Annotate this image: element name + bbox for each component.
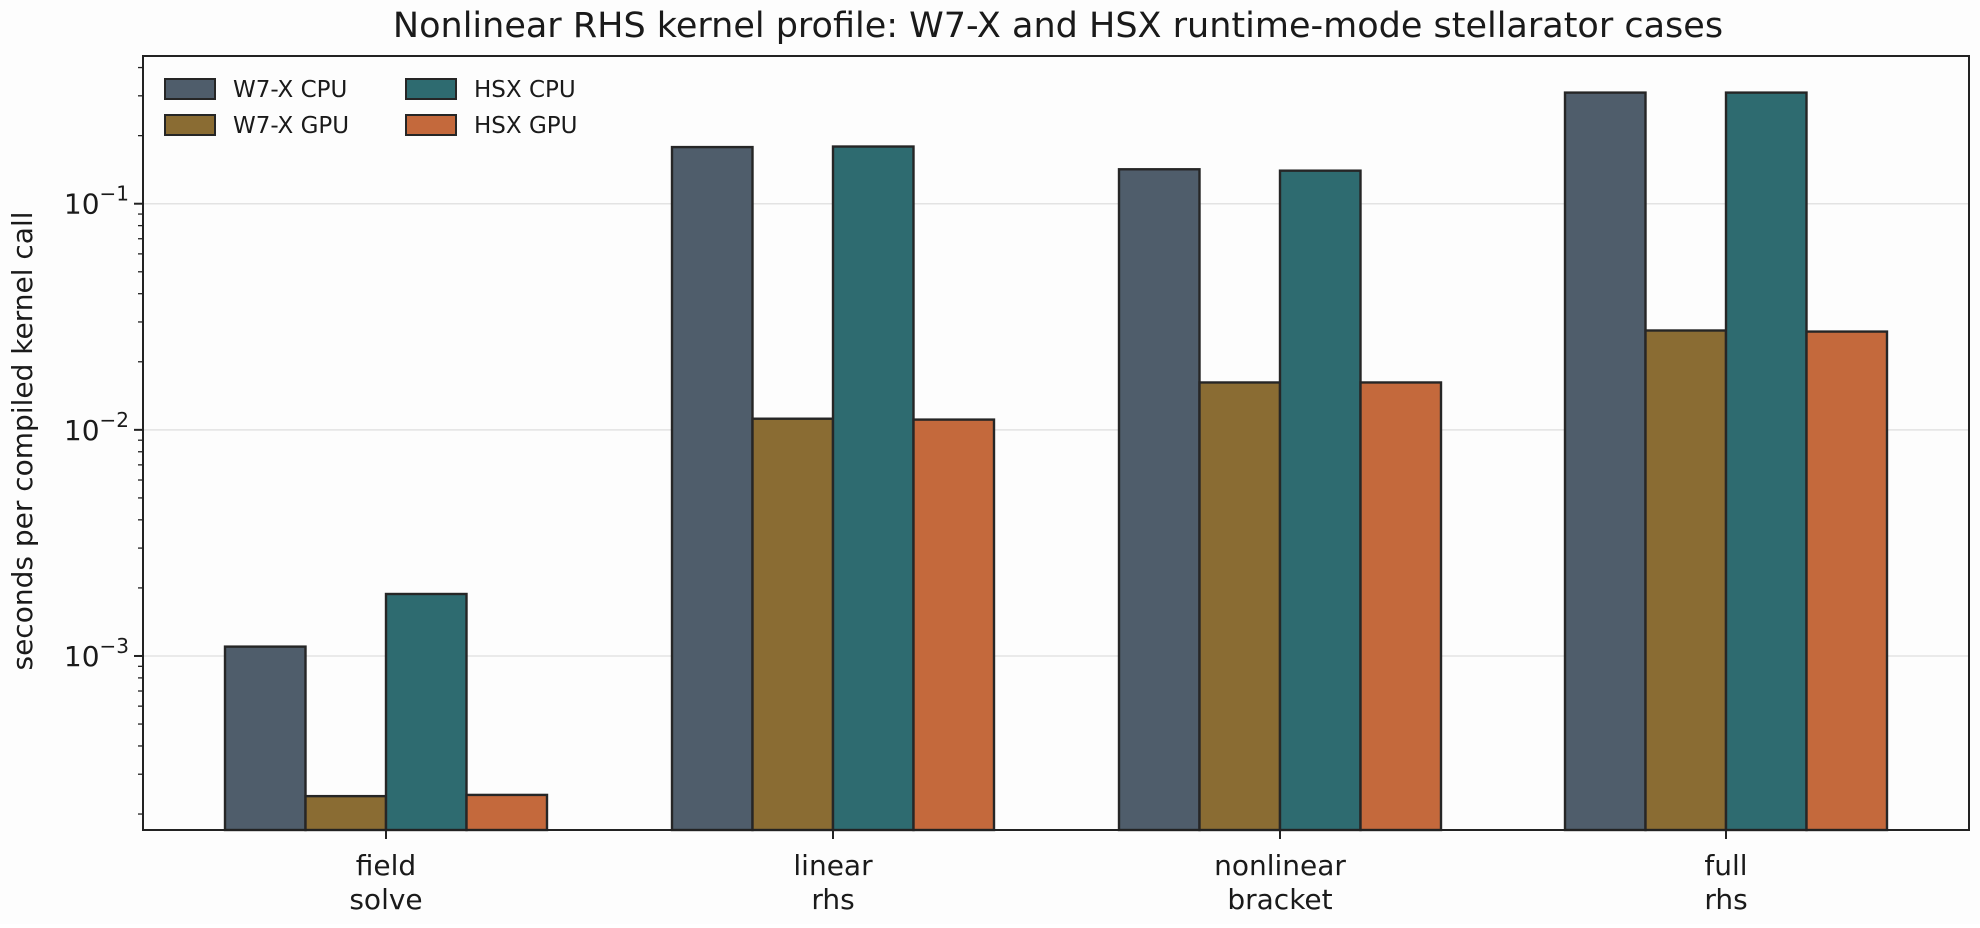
x-tick-label: solve — [349, 883, 422, 916]
legend-swatch — [405, 78, 457, 100]
x-tick-label: full — [1704, 849, 1747, 882]
bar — [384, 592, 468, 832]
bars — [223, 91, 1889, 832]
legend-label: HSX GPU — [474, 113, 578, 139]
bar — [465, 793, 549, 832]
bar — [1805, 330, 1889, 832]
bar — [751, 417, 835, 832]
bar — [1198, 381, 1282, 832]
bar — [1278, 169, 1362, 832]
y-axis-label: seconds per compiled kernel call — [6, 211, 39, 670]
bar — [670, 145, 754, 832]
bar — [1563, 91, 1647, 832]
x-axis-ticks: fieldsolvelinearrhsnonlinearbracketfullr… — [349, 830, 1748, 916]
x-tick-label: bracket — [1227, 883, 1332, 916]
legend-swatch — [405, 114, 457, 136]
bar — [1117, 168, 1201, 832]
x-tick-label: nonlinear — [1214, 849, 1346, 882]
x-tick-label: rhs — [811, 883, 854, 916]
legend-label: W7-X CPU — [233, 77, 347, 103]
y-tick-label: 10−1 — [64, 182, 129, 221]
bar — [223, 645, 307, 832]
legend-swatch — [164, 114, 216, 136]
legend-label: W7-X GPU — [233, 113, 349, 139]
x-tick-label: field — [356, 849, 416, 882]
bar — [831, 145, 915, 832]
chart-title: Nonlinear RHS kernel profile: W7-X and H… — [393, 6, 1723, 46]
legend: W7-X CPU W7-X GPU HSX CPU HSX GPU — [164, 77, 578, 139]
y-tick-label: 10−3 — [64, 634, 129, 673]
bar — [1644, 329, 1728, 832]
x-tick-label: linear — [793, 849, 873, 882]
bar — [304, 794, 388, 832]
y-tick-label: 10−2 — [64, 408, 129, 447]
bar — [912, 418, 996, 832]
plot-frame — [142, 55, 1970, 831]
legend-swatch — [164, 78, 216, 100]
bar — [1359, 381, 1443, 832]
legend-label: HSX CPU — [474, 77, 576, 103]
y-axis-ticks: 10−3 10−2 10−1 — [64, 66, 143, 815]
x-tick-label: rhs — [1704, 883, 1747, 916]
bar — [1724, 91, 1808, 832]
